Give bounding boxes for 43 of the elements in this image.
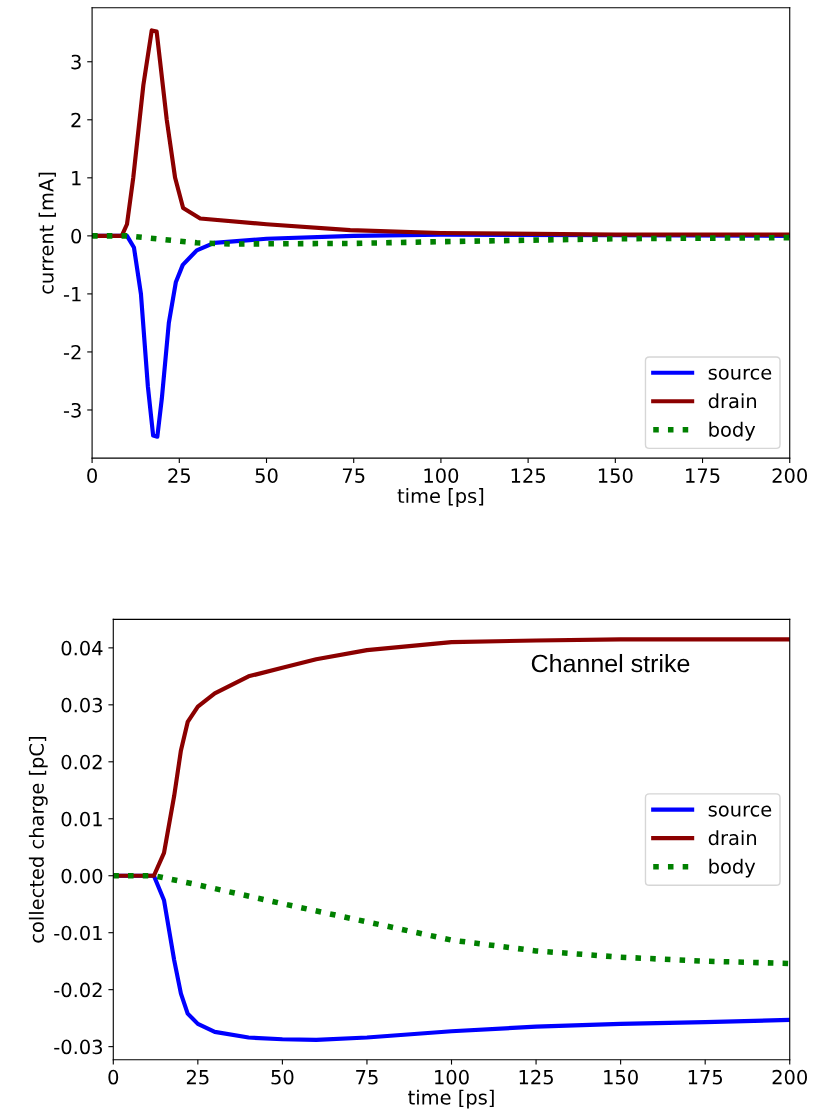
- x-tick-label: 125: [511, 468, 545, 483]
- x-tick-label: 50: [271, 1069, 294, 1085]
- x-axis-title: time [ps]: [397, 488, 484, 507]
- x-tick-label: 100: [424, 468, 459, 483]
- y-tick-label: -2: [63, 344, 81, 360]
- y-tick-label: 0.03: [61, 697, 102, 713]
- legend-label: drain: [708, 830, 756, 846]
- x-tick-label: 150: [598, 468, 633, 483]
- x-tick-label: 150: [604, 1069, 638, 1085]
- y-tick-label: 3: [71, 54, 81, 70]
- y-tick-label: 0.02: [61, 754, 102, 770]
- x-axis-title: time [ps]: [408, 1089, 494, 1109]
- x-tick-label: 25: [168, 468, 190, 483]
- y-tick-label: -0.03: [54, 1039, 103, 1055]
- x-tick-label: 75: [356, 1070, 378, 1085]
- x-tick-label: 0: [108, 1069, 119, 1085]
- annotation: Channel strike: [531, 653, 690, 673]
- x-tick-label: 25: [186, 1069, 209, 1085]
- x-tick-label: 175: [688, 1070, 723, 1085]
- legend-label: body: [709, 858, 756, 878]
- y-tick-label: -1: [63, 287, 81, 302]
- legend-label: drain: [708, 393, 756, 409]
- y-tick-label: 1: [72, 171, 81, 186]
- legend-label: source: [708, 368, 772, 380]
- y-axis-title: current [mA]: [38, 172, 56, 294]
- legend-label: body: [709, 421, 756, 441]
- x-tick-label: 75: [342, 468, 365, 483]
- x-tick-label: 175: [686, 468, 720, 483]
- y-tick-label: 2: [71, 112, 81, 128]
- y-tick-label: 0.00: [61, 868, 103, 884]
- y-axis-title: collected charge [pC]: [28, 737, 48, 943]
- x-tick-label: 100: [435, 1069, 469, 1085]
- x-tick-label: 200: [772, 1069, 807, 1085]
- y-tick-label: -3: [63, 402, 81, 418]
- y-tick-label: -0.02: [54, 982, 102, 998]
- x-tick-label: 200: [772, 468, 807, 483]
- x-tick-label: 125: [519, 1069, 553, 1085]
- y-tick-label: 0.01: [61, 811, 102, 827]
- y-tick-label: -0.01: [54, 925, 102, 941]
- y-tick-label: 0: [71, 228, 82, 244]
- y-tick-label: 0.04: [61, 640, 103, 656]
- legend-label: source: [708, 805, 772, 817]
- x-tick-label: 50: [255, 468, 278, 483]
